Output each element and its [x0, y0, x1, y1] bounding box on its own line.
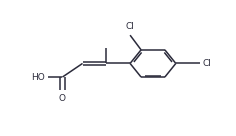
- Text: O: O: [59, 94, 66, 103]
- Text: Cl: Cl: [202, 59, 211, 68]
- Text: HO: HO: [31, 73, 45, 82]
- Text: Cl: Cl: [126, 22, 135, 31]
